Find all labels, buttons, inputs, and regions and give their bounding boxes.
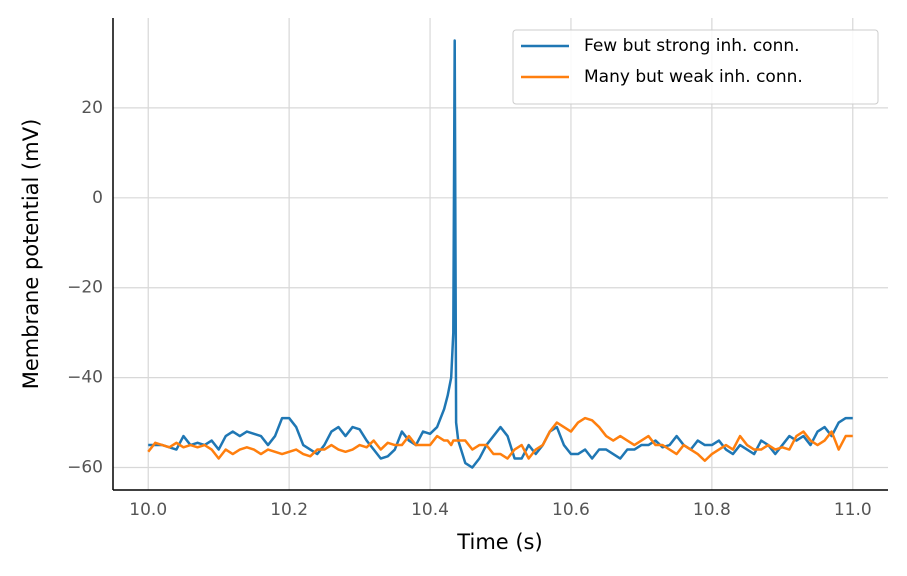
series-line bbox=[147, 416, 853, 463]
y-axis-label: Membrane potential (mV) bbox=[19, 119, 43, 390]
legend-label: Few but strong inh. conn. bbox=[584, 36, 800, 56]
x-tick-label: 10.6 bbox=[552, 500, 590, 520]
x-tick-label: 10.0 bbox=[129, 500, 167, 520]
legend: Few but strong inh. conn. Many but weak i… bbox=[512, 29, 879, 105]
y-tick-label: 0 bbox=[92, 188, 103, 208]
legend-box bbox=[512, 29, 879, 105]
y-tick-label: −60 bbox=[67, 458, 103, 478]
series-line bbox=[148, 39, 853, 469]
x-tick-label: 10.8 bbox=[693, 500, 731, 520]
y-tick-label: −20 bbox=[67, 278, 103, 298]
x-tick-label: 10.2 bbox=[270, 500, 308, 520]
x-tick-label: 10.4 bbox=[411, 500, 449, 520]
y-tick-label: −40 bbox=[67, 368, 103, 388]
y-tick-label: 20 bbox=[81, 98, 103, 118]
lines bbox=[147, 39, 853, 469]
x-axis-label: Time (s) bbox=[456, 530, 542, 554]
legend-label: Many but weak inh. conn. bbox=[584, 67, 803, 87]
x-tick-label: 11.0 bbox=[834, 500, 872, 520]
